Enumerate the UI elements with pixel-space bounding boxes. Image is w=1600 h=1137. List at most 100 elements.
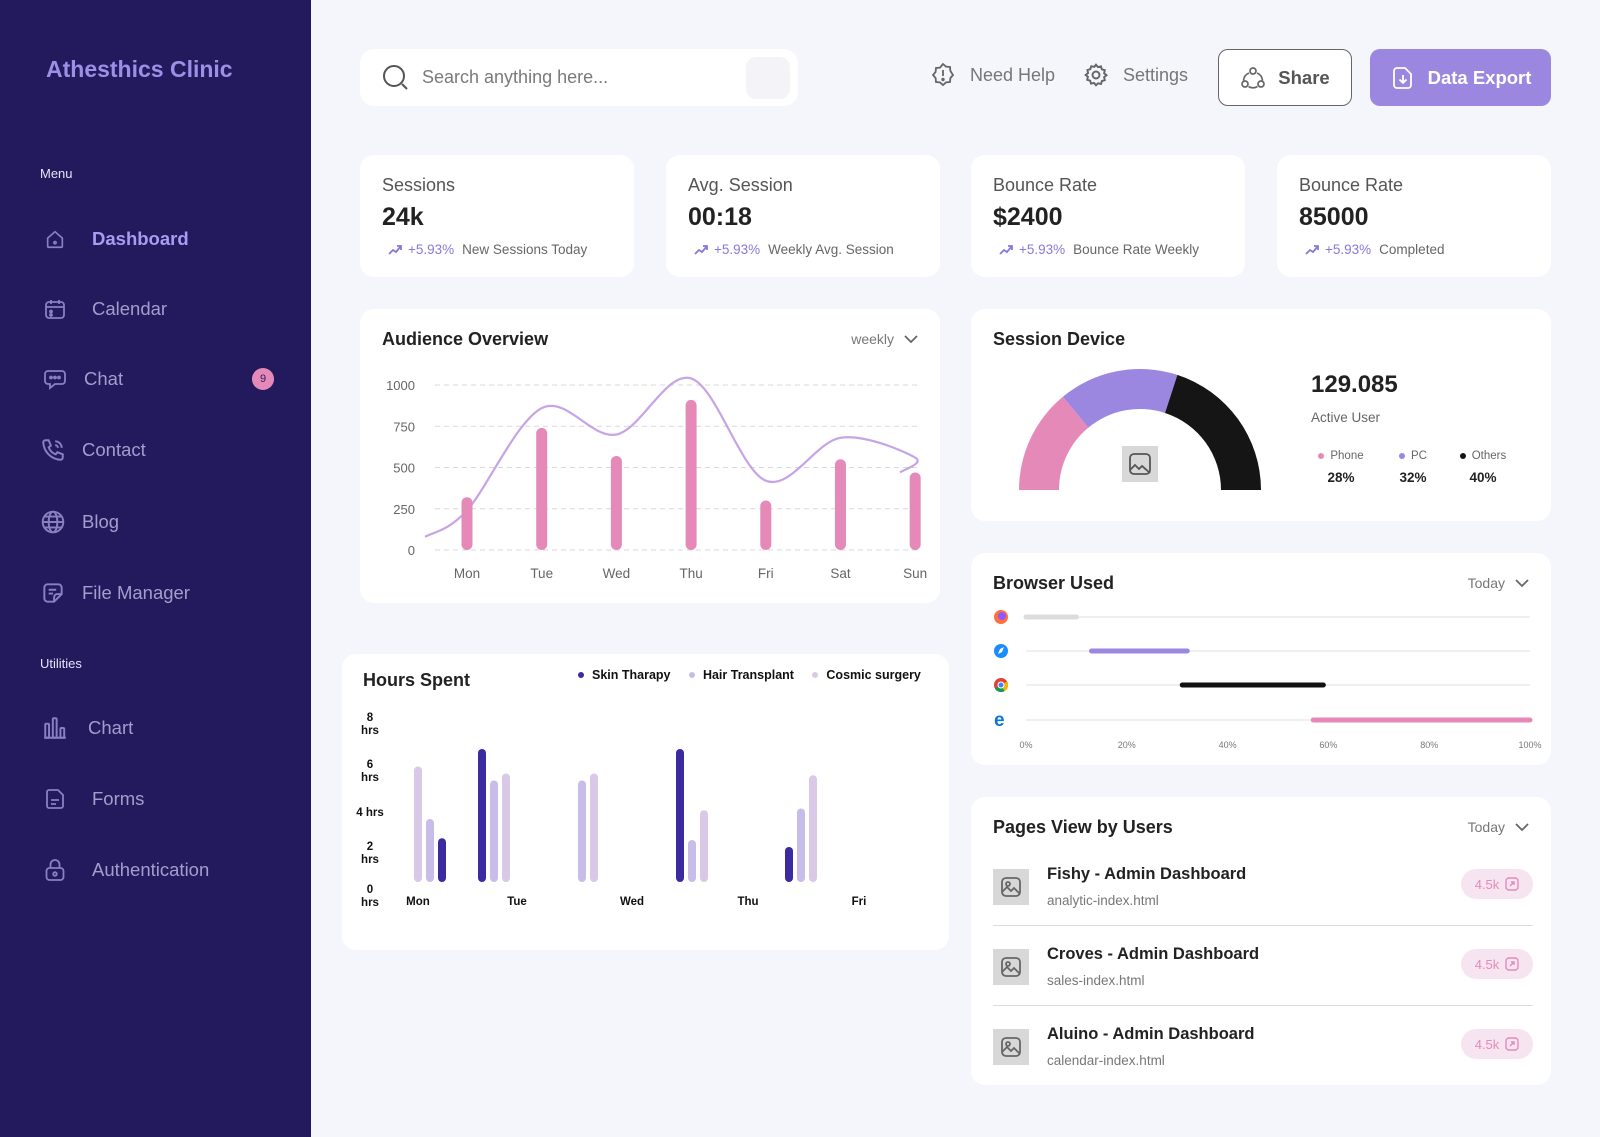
stat-card-sessions: Sessions 24k +5.93% New Sessions Today [360, 155, 634, 277]
page-view-row[interactable]: Croves - Admin Dashboard sales-index.htm… [993, 945, 1533, 1011]
legend-label: Skin Tharapy [592, 668, 671, 682]
firefox-icon [994, 610, 1008, 624]
x-tick-label: Fri [758, 566, 774, 581]
hours-spent-card: Hours Spent Skin Tharapy Hair Transplant… [342, 654, 949, 950]
sidebar-item-chart[interactable]: Chart [40, 708, 280, 748]
audience-range-dropdown[interactable]: weekly [851, 331, 918, 347]
page-view-count[interactable]: 4.5k [1461, 869, 1533, 899]
page-file: sales-index.html [1047, 973, 1145, 988]
search-bar [360, 49, 798, 106]
bar-wed-hair-transplant [578, 780, 586, 882]
x-tick-label: Fri [852, 896, 867, 908]
sidebar-item-label: Dashboard [92, 228, 189, 249]
settings-label: Settings [1123, 64, 1189, 85]
active-user-value: 129.085 [1311, 371, 1398, 398]
stat-value: 24k [382, 203, 424, 231]
sidebar-item-file-manager[interactable]: File Manager [38, 573, 278, 613]
search-input[interactable] [422, 67, 742, 88]
stat-change-note: New Sessions Today [462, 242, 588, 257]
share-button[interactable]: Share [1218, 49, 1352, 106]
phone-icon [38, 435, 68, 465]
stat-change: +5.93% Bounce Rate Weekly [999, 242, 1199, 257]
utilities-section-label: Utilities [40, 656, 82, 671]
bar-fri-skin-tharapy [785, 847, 793, 882]
image-placeholder-icon [993, 1029, 1029, 1065]
chart-icon [40, 713, 70, 743]
stat-label: Bounce Rate [1299, 175, 1404, 195]
page-view-count-label: 4.5k [1474, 1036, 1500, 1052]
legend-others: Others 40% [1453, 450, 1513, 485]
bar-mon-hair-transplant [426, 819, 434, 882]
chevron-down-icon [1515, 822, 1529, 831]
page-view-row[interactable]: Fishy - Admin Dashboard analytic-index.h… [993, 865, 1533, 931]
data-export-button[interactable]: Data Export [1370, 49, 1551, 106]
stat-value: 00:18 [688, 203, 752, 231]
stat-change-pct: +5.93% [408, 242, 455, 257]
settings-link[interactable]: Settings [1083, 62, 1188, 88]
bar-fri [760, 500, 772, 550]
stat-label: Sessions [382, 175, 456, 195]
bar-sat [834, 459, 846, 550]
bar-thu-cosmic-surgery [700, 810, 708, 882]
sidebar-item-authentication[interactable]: Authentication [40, 850, 280, 890]
page-view-count[interactable]: 4.5k [1461, 1029, 1533, 1059]
chrome-icon [994, 678, 1009, 693]
y-tick-number: 8 [367, 712, 374, 724]
bar-tue-skin-tharapy [478, 749, 486, 882]
need-help-label: Need Help [970, 64, 1056, 85]
legend-label: PC [1411, 450, 1427, 462]
sidebar-item-label: Calendar [92, 298, 168, 319]
stat-change-pct: +5.93% [1325, 242, 1372, 257]
sidebar: Athesthics Clinic Menu Dashboard Calenda… [0, 0, 311, 1137]
need-help-link[interactable]: Need Help [930, 62, 1055, 88]
image-placeholder-icon [993, 949, 1029, 985]
sidebar-item-blog[interactable]: Blog [38, 502, 278, 542]
lock-icon [40, 855, 70, 885]
legend-item: Hair Transplant [688, 668, 794, 682]
stat-change-pct: +5.93% [714, 242, 761, 257]
sidebar-item-calendar[interactable]: Calendar [40, 289, 280, 329]
browser-range-dropdown[interactable]: Today [1468, 575, 1529, 591]
search-button[interactable] [746, 57, 790, 99]
stat-change: +5.93% New Sessions Today [388, 242, 587, 257]
x-tick-label: 20% [1118, 740, 1136, 750]
file-manager-icon [38, 578, 68, 608]
legend-pct: 32% [1399, 470, 1427, 485]
sidebar-item-dashboard[interactable]: Dashboard [40, 219, 280, 259]
pages-view-card: Pages View by Users Today Fishy - Admin … [971, 797, 1551, 1085]
y-tick-label: 0 hrs [361, 884, 379, 909]
x-tick-label: 40% [1219, 740, 1237, 750]
y-tick-label: 750 [393, 419, 415, 434]
image-placeholder-bg [1122, 446, 1158, 482]
help-icon [931, 62, 955, 87]
share-icon [1241, 66, 1266, 89]
sidebar-item-label: Blog [82, 511, 120, 532]
x-tick-label: Sun [903, 566, 927, 581]
y-tick-label: 0 [408, 543, 415, 558]
legend-dot [1399, 453, 1405, 459]
page-view-count[interactable]: 4.5k [1461, 949, 1533, 979]
legend-label: Cosmic surgery [826, 668, 921, 682]
sidebar-item-chat[interactable]: Chat 9 [40, 359, 280, 399]
x-tick-label: Wed [620, 896, 644, 908]
y-tick-unit: hrs [361, 772, 379, 784]
x-tick-label: 60% [1319, 740, 1337, 750]
x-tick-label: Mon [454, 566, 480, 581]
svg-text:e: e [994, 710, 1005, 731]
menu-section-label: Menu [40, 166, 73, 181]
sidebar-item-contact[interactable]: Contact [38, 430, 278, 470]
hours-legend: Skin Tharapy Hair Transplant Cosmic surg… [578, 665, 935, 683]
sidebar-item-label: Authentication [92, 859, 210, 880]
chat-count-badge: 9 [252, 368, 274, 390]
stat-change-note: Completed [1379, 242, 1445, 257]
x-tick-label: Wed [603, 566, 631, 581]
page-view-row[interactable]: Aluino - Admin Dashboard calendar-index.… [993, 1025, 1533, 1091]
sidebar-item-forms[interactable]: Forms [40, 779, 280, 819]
pages-range-label: Today [1467, 819, 1505, 835]
legend-pct: 40% [1469, 470, 1497, 485]
legend-pct: 28% [1327, 470, 1355, 485]
pages-view-title: Pages View by Users [993, 817, 1173, 837]
pages-range-dropdown[interactable]: Today [1468, 819, 1529, 835]
y-tick-label: 250 [393, 502, 415, 517]
stat-change-note: Weekly Avg. Session [768, 242, 894, 257]
